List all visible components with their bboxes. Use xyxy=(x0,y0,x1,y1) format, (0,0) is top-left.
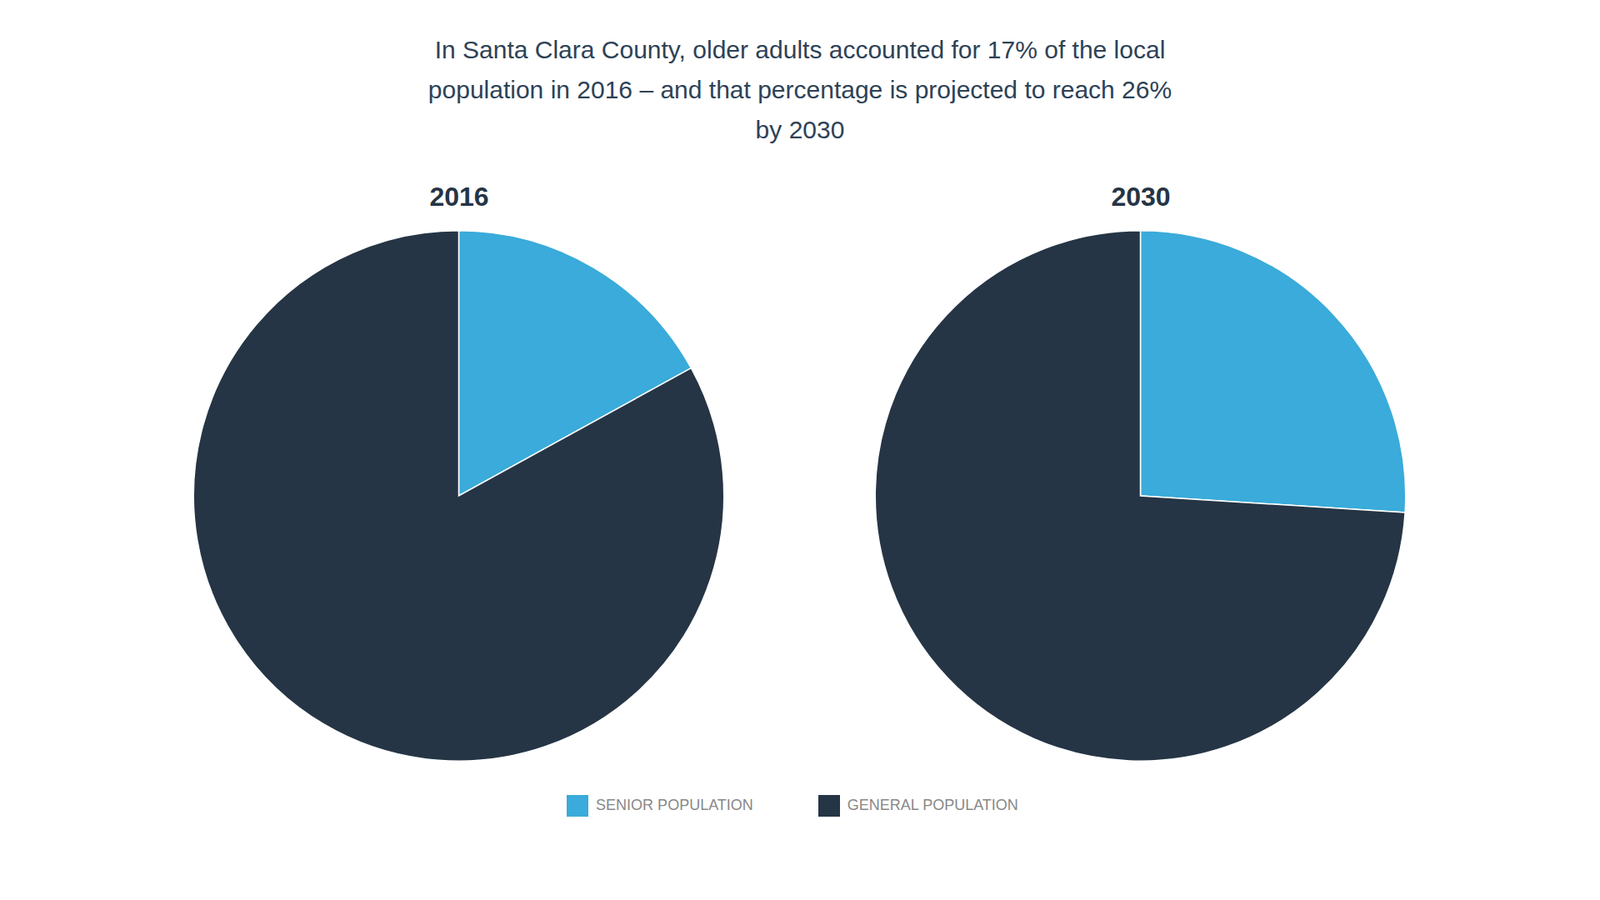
svg-text:2016: 2016 xyxy=(429,181,489,212)
html-text:In Santa Clara County, older a: In Santa Clara County, older adults acco… xyxy=(428,35,1172,144)
html-text:SENIOR POPULATION: SENIOR POPULATION xyxy=(595,796,754,814)
svg-text:2030: 2030 xyxy=(1110,181,1170,212)
html-text:GENERAL POPULATION: GENERAL POPULATION xyxy=(847,796,1019,814)
